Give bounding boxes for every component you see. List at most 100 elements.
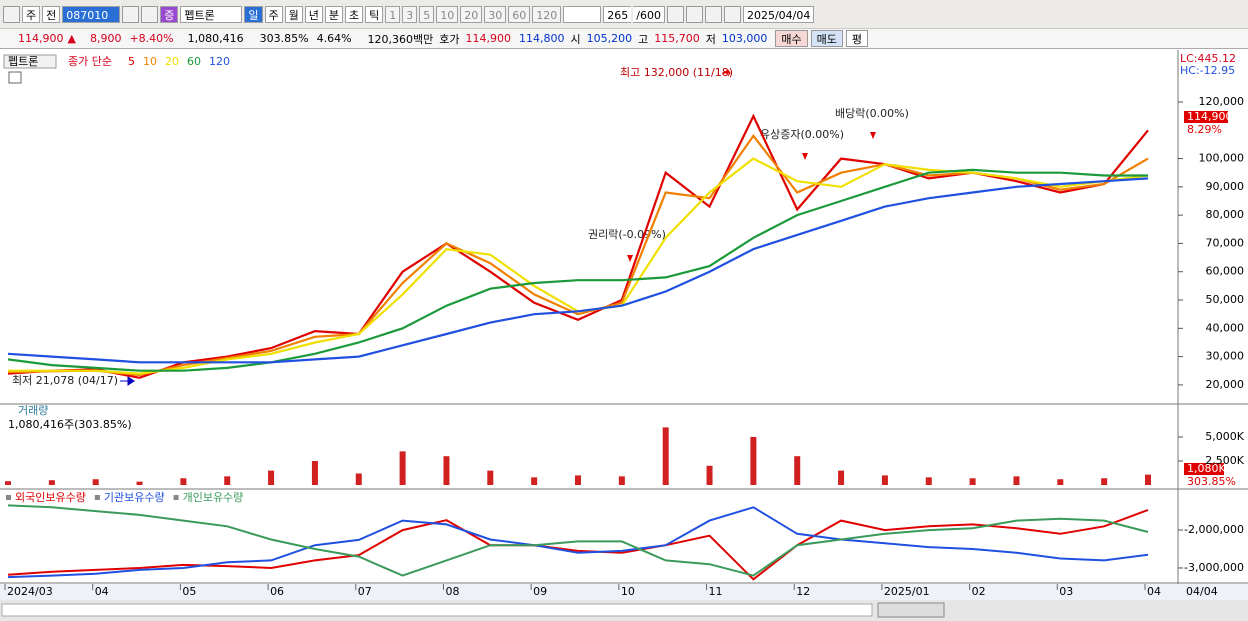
annotation: 최고 132,000 (11/18) [620, 66, 733, 79]
volume-bar [443, 456, 450, 485]
legend-entry: 개인보유수량 [183, 491, 244, 504]
volume-bar [618, 476, 625, 485]
price-tag [1184, 111, 1228, 123]
arrow [627, 255, 633, 262]
scroll-track[interactable] [1, 603, 873, 617]
x-tick-label: 04 [1147, 585, 1161, 598]
period-button[interactable]: 년 [304, 5, 323, 23]
menu-icon[interactable] [8, 71, 22, 84]
prev-button[interactable]: 전 [42, 5, 61, 23]
y-tick-label: -3,000,000 [1184, 561, 1244, 574]
interval-button[interactable]: 1 [385, 5, 401, 23]
annotation: 권리락(-0.09%) [588, 228, 666, 241]
icon[interactable] [666, 5, 684, 23]
period-button[interactable]: 분 [324, 5, 343, 23]
icon[interactable] [122, 5, 140, 23]
x-tick-label: 2024/03 [7, 585, 53, 598]
price-tag-text: 114,900 [1187, 110, 1233, 123]
legend-marker [173, 495, 179, 500]
code-input[interactable]: 087010 [62, 5, 121, 23]
x-tick-label: 10 [621, 585, 635, 598]
volume-bar [1101, 478, 1108, 485]
period-button[interactable]: 틱 [365, 5, 384, 23]
volume-bar [48, 480, 55, 485]
date-input[interactable]: 2025/04/04 [742, 5, 815, 23]
name-input[interactable]: 펩트론 [180, 5, 243, 23]
toolbar: 주 전 087010 증 펩트론 일 주 월 년 분 초 틱 1 3 5 10 … [0, 0, 1248, 29]
eval-button[interactable]: 평 [845, 30, 869, 47]
label: 호가 [439, 32, 460, 46]
low: 103,000 [721, 32, 768, 45]
event-arrows [120, 69, 876, 386]
dropdown[interactable] [563, 5, 602, 23]
icon[interactable] [141, 5, 159, 23]
period-button[interactable]: 월 [284, 5, 303, 23]
market-select[interactable]: 주 [22, 5, 41, 23]
rate: +8.40% [129, 32, 174, 45]
annotation: 최저 21,078 (04/17) [12, 374, 118, 387]
volume-bar [662, 427, 669, 485]
volume-tag-text: 1,080K [1187, 462, 1226, 475]
interval-button[interactable]: 120 [532, 5, 562, 23]
x-end-label: 04/04 [1186, 585, 1218, 598]
buy-button[interactable]: 매수 [775, 30, 808, 47]
series-line [7, 177, 1149, 364]
vol-ratio: 303.85% [259, 32, 309, 45]
sell-button[interactable]: 매도 [810, 30, 843, 47]
y-tick-label: 80,000 [1206, 208, 1245, 221]
arrow [870, 132, 876, 139]
stock-label: 펩트론 [8, 55, 38, 68]
volume-bar [136, 481, 143, 485]
series-line [7, 504, 1149, 577]
label: 시 [570, 32, 581, 46]
period-button[interactable]: 일 [244, 5, 263, 23]
period-button[interactable]: 초 [345, 5, 364, 23]
y-tick-label: 100,000 [1199, 152, 1245, 165]
interval-button[interactable]: 30 [484, 5, 507, 23]
x-tick-label: 04 [95, 585, 109, 598]
volume-bar [838, 470, 845, 485]
interval-button[interactable]: 5 [419, 5, 435, 23]
legend-title: 종가 단순 [68, 55, 112, 68]
volume-tag [1184, 463, 1224, 475]
legend-marker [6, 495, 11, 500]
y-tick-label: -2,000,000 [1184, 523, 1244, 536]
volume-bar [969, 478, 976, 485]
period-button[interactable]: 주 [264, 5, 283, 23]
y-tick-label: 2,500K [1205, 454, 1244, 467]
count-max: /600 [633, 5, 665, 23]
volume-bar [706, 465, 713, 485]
x-tick-label: 05 [182, 585, 196, 598]
volume-bar [224, 476, 231, 485]
x-tick-label: 12 [796, 585, 810, 598]
annotation: 유상증자(0.00%) [760, 128, 844, 141]
count[interactable]: 265 [603, 5, 632, 23]
icon[interactable] [3, 5, 20, 23]
label: 저 [705, 32, 716, 46]
icon[interactable] [704, 5, 722, 23]
interval-button[interactable]: 60 [508, 5, 531, 23]
x-tick-label: 06 [270, 585, 284, 598]
scroll-buttons[interactable] [877, 602, 945, 618]
icon[interactable] [723, 5, 741, 23]
interval-button[interactable]: 10 [436, 5, 459, 23]
interval-button[interactable]: 3 [402, 5, 418, 23]
label: 고 [638, 32, 649, 46]
icon[interactable] [685, 5, 703, 23]
y-tick-label: 70,000 [1206, 236, 1245, 249]
price-rate: 8.29% [1187, 123, 1222, 136]
interval-button[interactable]: 20 [460, 5, 483, 23]
high: 115,700 [654, 32, 700, 45]
volume-bar [311, 460, 318, 485]
volume-bar [1057, 479, 1064, 485]
series-line [7, 506, 1149, 579]
amount: 120,360백만 [367, 32, 434, 46]
series-line [7, 168, 1148, 372]
volume-bar [531, 477, 538, 485]
volume-bar [5, 481, 11, 485]
volume-bar [750, 436, 757, 485]
volume: 1,080,416 [187, 32, 244, 45]
turnover: 4.64% [316, 32, 352, 45]
volume-bar [180, 478, 187, 485]
